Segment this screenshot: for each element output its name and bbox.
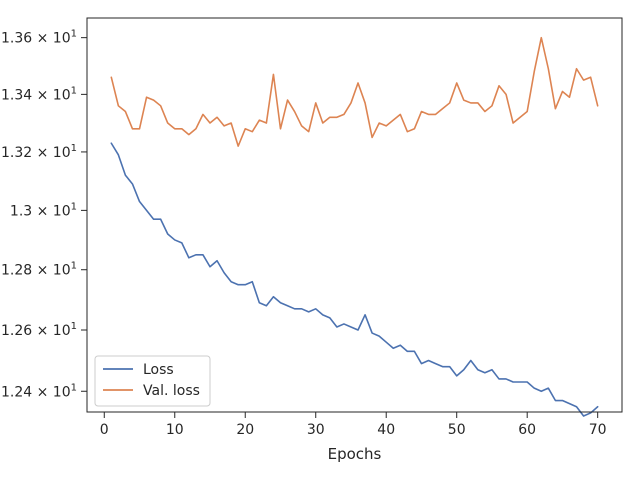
x-tick-label: 60 [518, 422, 536, 438]
x-tick-label: 30 [307, 422, 325, 438]
y-tick-multiplier: × 10 [32, 87, 70, 103]
x-tick-label: 0 [100, 422, 109, 438]
legend: Loss Val. loss [94, 355, 211, 407]
series-line-loss [110, 142, 599, 417]
y-tick-multiplier: × 10 [32, 323, 70, 339]
y-tick-exponent: 1 [71, 201, 77, 212]
plot-area [87, 18, 622, 412]
y-tick-exponent: 1 [71, 382, 77, 393]
series-layer [110, 36, 599, 417]
y-tick-base: 1.34 [1, 87, 32, 103]
y-tick-exponent: 1 [71, 143, 77, 154]
y-tick-multiplier: × 10 [32, 263, 70, 279]
y-tick-label: 1.24 × 101 [1, 382, 77, 400]
y-tick-label: 1.3 × 101 [10, 201, 77, 219]
y-tick-multiplier: × 10 [32, 203, 70, 219]
x-tick-label: 50 [448, 422, 466, 438]
x-tick-label: 70 [589, 422, 607, 438]
y-tick-multiplier: × 10 [32, 31, 70, 47]
y-tick-base: 1.24 [1, 384, 32, 400]
x-tick-label: 10 [166, 422, 184, 438]
x-axis: 0 10 20 30 40 50 60 70 [100, 412, 607, 438]
legend-label-val-loss: Val. loss [143, 383, 200, 399]
y-tick-label: 1.32 × 101 [1, 143, 77, 161]
x-axis-label: Epochs [328, 445, 382, 463]
y-tick-exponent: 1 [71, 321, 77, 332]
y-tick-base: 1.3 [10, 203, 32, 219]
y-tick-exponent: 1 [71, 85, 77, 96]
y-tick-label: 1.26 × 101 [1, 321, 77, 339]
x-tick-label: 40 [377, 422, 395, 438]
y-tick-exponent: 1 [71, 261, 77, 272]
y-tick-base: 1.32 [1, 145, 32, 161]
y-tick-base: 1.26 [1, 323, 32, 339]
y-tick-multiplier: × 10 [32, 145, 70, 161]
y-tick-base: 1.28 [1, 263, 32, 279]
y-tick-base: 1.36 [1, 31, 32, 47]
x-tick-label: 20 [236, 422, 254, 438]
plot-frame [86, 17, 623, 413]
y-tick-multiplier: × 10 [32, 384, 70, 400]
legend-label-loss: Loss [143, 362, 174, 378]
y-tick-label: 1.34 × 101 [1, 85, 77, 103]
series-line-val-loss [110, 36, 599, 147]
y-tick-label: 1.36 × 101 [1, 29, 77, 47]
y-tick-label: 1.28 × 101 [1, 261, 77, 279]
y-tick-exponent: 1 [71, 29, 77, 40]
